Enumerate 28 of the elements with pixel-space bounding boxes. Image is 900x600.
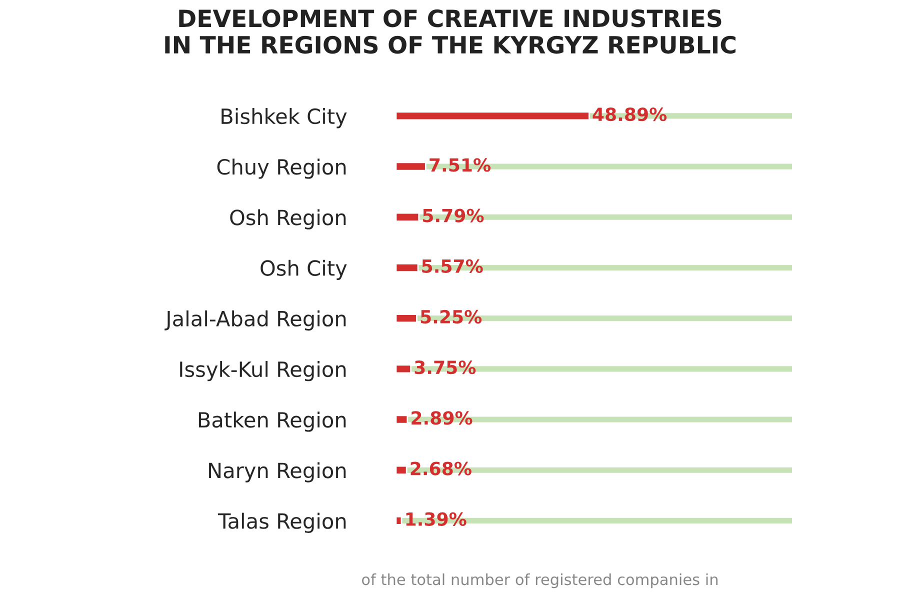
data-label: 2.68% [410, 462, 472, 476]
data-label: 5.25% [420, 310, 482, 324]
bar [396, 162, 426, 172]
data-label: 5.57% [422, 259, 483, 273]
chart-title: DEVELOPMENT OF CREATIVE INDUSTRIES IN THE REGIONS OF THE KYRGYZ REPUBLIC [165, 9, 736, 54]
y-tick-label: Jalal-Abad Region [164, 310, 346, 331]
data-label: 2.89% [412, 411, 472, 425]
data-label: 48.89% [592, 108, 667, 122]
y-tick-label: Osh Region [230, 209, 346, 230]
data-label: 5.79% [423, 208, 484, 222]
bar [396, 516, 402, 526]
y-tick-label: Batken Region [198, 412, 346, 432]
y-tick-label: Issyk-Kul Region [180, 361, 346, 382]
bar [396, 262, 419, 272]
bar [396, 364, 412, 374]
y-tick-label: Chuy Region [217, 158, 346, 179]
y-tick-label: Talas Region [218, 512, 346, 533]
y-tick-label: Osh City [260, 260, 347, 280]
y-tick-label: Naryn Region [209, 462, 346, 482]
data-label: 3.75% [414, 360, 476, 374]
bar [396, 465, 408, 475]
text: of the total number of registered companies in [362, 573, 718, 588]
bar [396, 212, 420, 222]
bar [396, 414, 408, 424]
bar [396, 314, 418, 324]
data-label: 7.51% [430, 158, 491, 172]
y-tick-label: Bishkek City [222, 108, 347, 128]
data-label: 1.39% [406, 512, 466, 526]
